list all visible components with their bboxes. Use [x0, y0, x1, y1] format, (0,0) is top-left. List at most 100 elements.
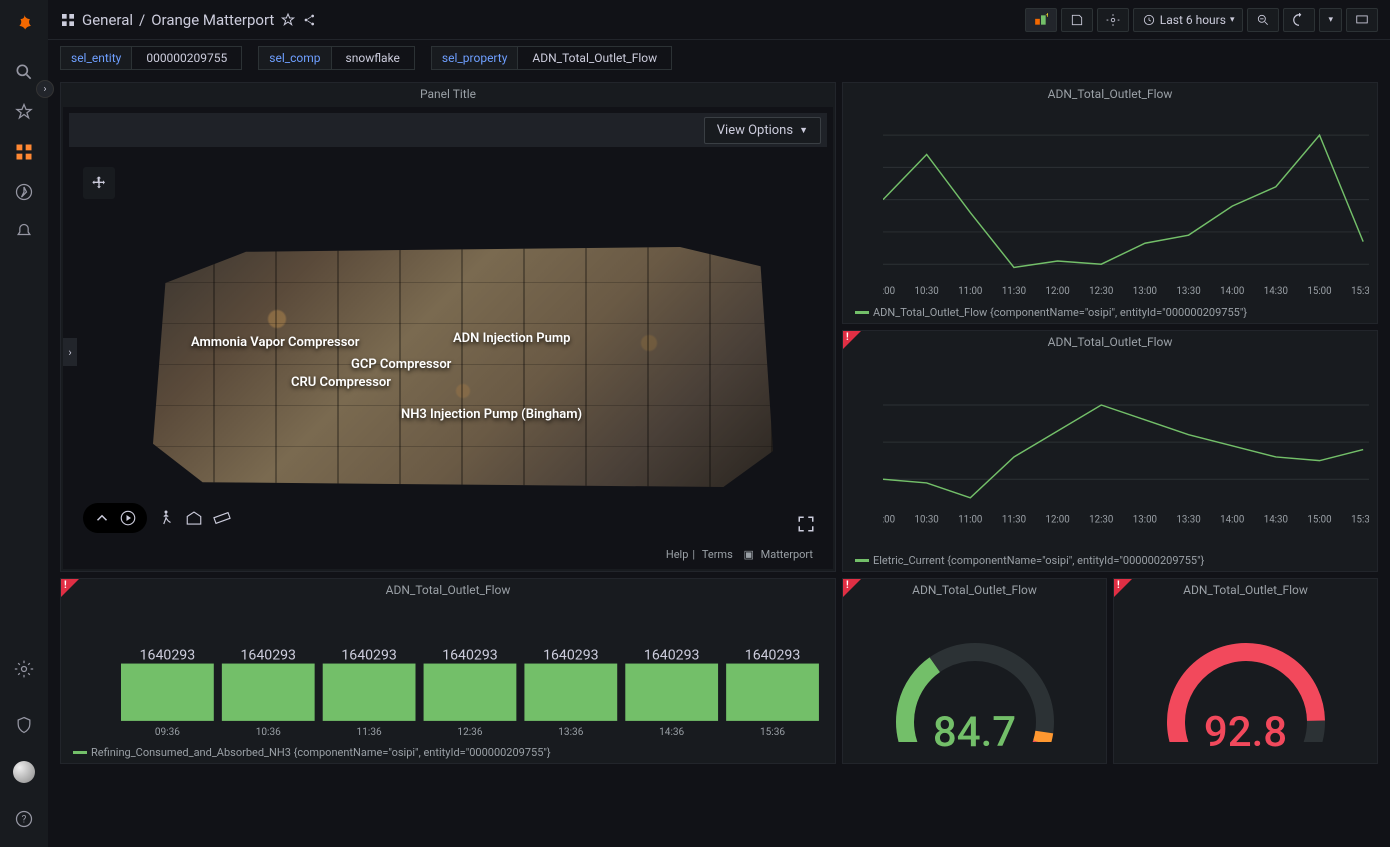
terms-link[interactable]: Terms — [702, 548, 733, 561]
svg-text:12:00: 12:00 — [1046, 286, 1070, 297]
dollhouse-icon[interactable] — [185, 509, 203, 527]
svg-text:11:36: 11:36 — [357, 727, 382, 738]
star-icon[interactable] — [14, 102, 34, 122]
grafana-logo-icon — [10, 12, 38, 40]
panel-title: ADN_Total_Outlet_Flow — [843, 579, 1106, 601]
panel-3d-viewer: Panel Title View Options▼ › Ammonia Vapo… — [60, 82, 836, 572]
viewer-footer: Help| Terms ▣ Matterport — [662, 548, 821, 561]
svg-text:12:30: 12:30 — [1089, 515, 1113, 526]
alerting-icon[interactable] — [14, 222, 34, 242]
walk-icon[interactable] — [157, 509, 175, 527]
sidebar-expand-button[interactable]: › — [36, 80, 54, 98]
dashboards-icon — [60, 12, 76, 28]
panel-title: ADN_Total_Outlet_Flow — [843, 83, 1377, 105]
svg-text:14:00: 14:00 — [1220, 286, 1244, 297]
variable-sel-comp[interactable]: sel_comp snowflake — [258, 46, 415, 70]
fullscreen-icon[interactable] — [797, 515, 815, 533]
time-range-picker[interactable]: Last 6 hours▾ — [1133, 8, 1244, 32]
svg-text:09:36: 09:36 — [155, 727, 180, 738]
move-handle-icon[interactable] — [83, 167, 115, 199]
explore-icon[interactable] — [14, 182, 34, 202]
scene-label[interactable]: NH3 Injection Pump (Bingham) — [401, 407, 582, 422]
svg-text:+: + — [1045, 13, 1047, 20]
chart-legend: ADN_Total_Outlet_Flow {componentName="os… — [843, 304, 1377, 323]
alert-indicator-icon[interactable] — [61, 579, 79, 597]
scene-label[interactable]: ADN Injection Pump — [453, 331, 570, 346]
zoom-out-button[interactable] — [1247, 8, 1279, 32]
svg-text:13:30: 13:30 — [1176, 286, 1200, 297]
panel-line-chart-1: ADN_Total_Outlet_Flow 84.684.88585.285.4… — [842, 82, 1378, 324]
svg-text:14:30: 14:30 — [1264, 286, 1288, 297]
shield-icon[interactable] — [14, 715, 34, 735]
chevron-up-icon[interactable] — [93, 509, 111, 527]
view-options-button[interactable]: View Options▼ — [704, 117, 821, 144]
alert-indicator-icon[interactable] — [1114, 579, 1132, 597]
panel-gauge-2: ADN_Total_Outlet_Flow 92.8 — [1113, 578, 1378, 764]
template-variables: sel_entity 000000209755 sel_comp snowfla… — [48, 40, 1390, 76]
svg-text:10:36: 10:36 — [256, 727, 281, 738]
svg-text:11:30: 11:30 — [1002, 286, 1026, 297]
gear-icon[interactable] — [14, 659, 34, 679]
svg-text:1640293: 1640293 — [644, 648, 700, 664]
save-button[interactable] — [1061, 8, 1093, 32]
svg-text:?: ? — [22, 814, 27, 825]
panel-bar-chart: ADN_Total_Outlet_Flow 010000002000000300… — [60, 578, 836, 764]
sidebar: › ? — [0, 0, 48, 847]
help-link[interactable]: Help — [666, 548, 689, 561]
svg-text:13:00: 13:00 — [1133, 286, 1157, 297]
ruler-icon[interactable] — [213, 509, 231, 527]
breadcrumb-dashboard[interactable]: Orange Matterport — [151, 11, 274, 29]
svg-text:15:00: 15:00 — [1307, 515, 1331, 526]
gauge-value: 92.8 — [1204, 708, 1287, 757]
variable-sel-property[interactable]: sel_property ADN_Total_Outlet_Flow — [431, 46, 672, 70]
line-chart[interactable]: 92939410:0010:3011:0011:3012:0012:3013:0… — [883, 357, 1369, 550]
tv-mode-button[interactable] — [1346, 8, 1378, 32]
svg-text:13:36: 13:36 — [558, 727, 583, 738]
avatar[interactable] — [13, 761, 35, 783]
search-icon[interactable] — [14, 62, 34, 82]
refresh-interval-button[interactable]: ▾ — [1319, 8, 1342, 32]
scene-label[interactable]: CRU Compressor — [291, 375, 391, 390]
svg-text:10:00: 10:00 — [883, 286, 895, 297]
topbar: General / Orange Matterport + Last 6 hou… — [48, 0, 1390, 40]
star-icon[interactable] — [280, 12, 296, 28]
svg-text:15:30: 15:30 — [1351, 515, 1369, 526]
panel-collapse-button[interactable]: › — [63, 338, 77, 366]
panel-title: Panel Title — [61, 83, 835, 105]
svg-text:11:30: 11:30 — [1002, 515, 1026, 526]
3d-viewer[interactable]: View Options▼ › Ammonia Vapor Compressor… — [63, 107, 833, 569]
svg-text:1640293: 1640293 — [341, 648, 397, 664]
scene-label[interactable]: Ammonia Vapor Compressor — [191, 335, 359, 350]
3d-scene[interactable]: Ammonia Vapor Compressor ADN Injection Pu… — [153, 247, 773, 487]
help-icon[interactable]: ? — [14, 809, 34, 829]
scene-label[interactable]: GCP Compressor — [351, 357, 451, 372]
svg-text:14:30: 14:30 — [1264, 515, 1288, 526]
refresh-button[interactable] — [1283, 8, 1315, 32]
dashboards-icon[interactable] — [14, 142, 34, 162]
svg-text:1640293: 1640293 — [745, 648, 801, 664]
breadcrumb: General / Orange Matterport — [60, 11, 318, 29]
svg-text:15:00: 15:00 — [1307, 286, 1331, 297]
gauge-value: 84.7 — [933, 708, 1016, 757]
panel-title: ADN_Total_Outlet_Flow — [61, 579, 835, 601]
line-chart[interactable]: 84.684.88585.285.410:0010:3011:0011:3012… — [883, 109, 1369, 302]
alert-indicator-icon[interactable] — [843, 331, 861, 349]
add-panel-button[interactable]: + — [1025, 8, 1057, 32]
panel-title: ADN_Total_Outlet_Flow — [843, 331, 1377, 353]
svg-text:1640293: 1640293 — [543, 648, 599, 664]
breadcrumb-folder[interactable]: General — [82, 11, 133, 29]
variable-sel-entity[interactable]: sel_entity 000000209755 — [60, 46, 242, 70]
svg-text:15:36: 15:36 — [760, 727, 785, 738]
svg-text:14:36: 14:36 — [659, 727, 684, 738]
matterport-brand: ▣ Matterport — [743, 548, 817, 561]
svg-text:13:30: 13:30 — [1176, 515, 1200, 526]
svg-text:14:00: 14:00 — [1220, 515, 1244, 526]
share-icon[interactable] — [302, 12, 318, 28]
svg-text:10:00: 10:00 — [883, 515, 895, 526]
svg-text:10:30: 10:30 — [915, 286, 939, 297]
play-icon[interactable] — [119, 509, 137, 527]
settings-button[interactable] — [1097, 8, 1129, 32]
alert-indicator-icon[interactable] — [843, 579, 861, 597]
svg-text:13:00: 13:00 — [1133, 515, 1157, 526]
bar-chart[interactable]: 0100000020000003000000164029309:36164029… — [121, 605, 827, 742]
